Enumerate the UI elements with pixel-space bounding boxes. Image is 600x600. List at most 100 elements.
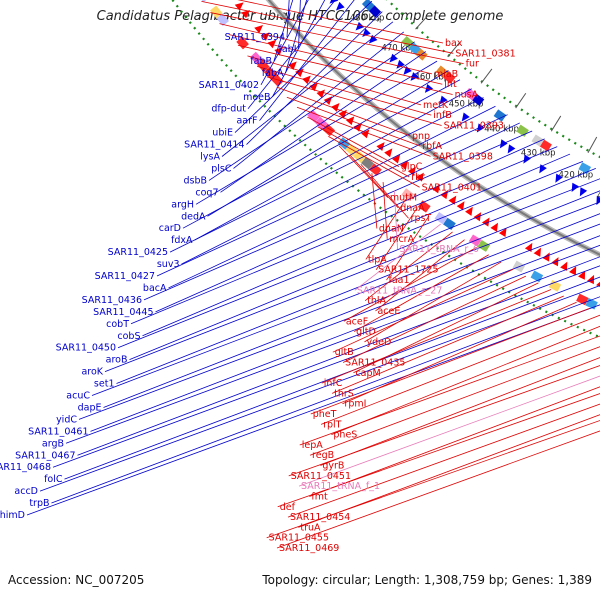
forward-label-leader bbox=[78, 223, 600, 420]
reverse-gene-label: fur bbox=[466, 59, 479, 70]
forward-label-leader bbox=[169, 97, 484, 253]
forward-strand-arrow bbox=[403, 66, 412, 75]
forward-strand-feature bbox=[493, 109, 507, 122]
forward-label-leader bbox=[64, 276, 600, 480]
forward-strand-arrow bbox=[410, 72, 419, 81]
reverse-strand-arrow bbox=[498, 227, 507, 238]
accession-text: Accession: NC_007205 bbox=[8, 573, 145, 587]
reverse-strand-feature bbox=[307, 109, 321, 123]
position-tick-label: 420 kbp bbox=[559, 171, 594, 181]
position-tick-label: 480 kbp bbox=[350, 14, 385, 24]
reverse-strand-arrow bbox=[465, 206, 473, 216]
forward-label-leader bbox=[273, 0, 294, 62]
forward-label-leader bbox=[91, 201, 600, 396]
reverse-strand-arrow bbox=[353, 122, 362, 132]
reverse-strand-arrow bbox=[241, 9, 251, 19]
reverse-gene-label: infC bbox=[324, 378, 343, 389]
rna-gene-label: SAR11_tRNA_r_0 bbox=[400, 244, 480, 255]
reverse-gene-label: rpsT bbox=[411, 213, 432, 224]
reverse-label-leader bbox=[286, 96, 421, 147]
reverse-strand-arrow bbox=[569, 266, 577, 276]
reverse-gene-label: fmt bbox=[311, 491, 328, 502]
forward-gene-label: argH bbox=[171, 199, 194, 210]
position-tick-label: 470 kbp bbox=[381, 44, 416, 54]
reverse-strand-arrow bbox=[392, 154, 401, 164]
reverse-label-leader bbox=[332, 268, 514, 353]
reverse-strand-feature bbox=[368, 163, 382, 176]
forward-label-leader bbox=[181, 105, 496, 265]
position-tick-mark bbox=[550, 115, 562, 132]
reverse-gene-label: pheS bbox=[333, 430, 357, 441]
forward-label-leader bbox=[90, 235, 600, 432]
forward-gene-label: bacA bbox=[143, 283, 167, 294]
forward-gene-label: fabA bbox=[262, 68, 284, 79]
forward-label-leader bbox=[116, 190, 600, 384]
reverse-gene-label: SAR11_0435 bbox=[345, 357, 405, 368]
reverse-label-leader bbox=[299, 335, 600, 446]
reverse-gene-label: SAR11_0451 bbox=[291, 471, 351, 482]
reverse-strand-arrow bbox=[473, 212, 482, 222]
forward-label-leader bbox=[259, 0, 355, 121]
reverse-strand-arrow bbox=[316, 89, 326, 99]
forward-gene-label: SAR11_0467 bbox=[15, 450, 75, 461]
reverse-label-leader bbox=[310, 307, 590, 415]
reverse-strand-feature bbox=[548, 280, 562, 292]
forward-label-leader bbox=[130, 146, 558, 325]
reverse-strand-arrow bbox=[361, 129, 370, 139]
reverse-label-leader bbox=[228, 34, 443, 85]
forward-label-leader bbox=[129, 168, 596, 361]
forward-gene-label: coq7 bbox=[195, 187, 218, 198]
reverse-strand-arrow bbox=[288, 61, 297, 71]
forward-gene-label: ubiE bbox=[212, 128, 233, 139]
forward-strand-feature bbox=[435, 65, 449, 79]
forward-gene-label: dsbB bbox=[183, 175, 207, 186]
forward-gene-label: folC bbox=[44, 474, 63, 485]
reverse-strand-feature bbox=[236, 36, 249, 50]
reverse-gene-label: pnp bbox=[412, 131, 430, 142]
forward-gene-label: trpB bbox=[29, 498, 49, 509]
forward-gene-label: SAR11_0461 bbox=[28, 426, 88, 437]
reverse-label-leader bbox=[343, 246, 477, 322]
reverse-gene-label: mcrA bbox=[389, 234, 414, 245]
forward-label-leader bbox=[117, 160, 583, 349]
reverse-gene-label: faa1 bbox=[389, 275, 410, 286]
forward-label-leader bbox=[39, 285, 600, 492]
reverse-label-leader bbox=[320, 357, 600, 466]
reverse-gene-label: SAR11_0398 bbox=[433, 151, 493, 162]
forward-strand-arrow bbox=[396, 59, 405, 69]
forward-label-leader bbox=[26, 304, 600, 516]
forward-gene-label: SAR11_0445 bbox=[93, 307, 153, 318]
forward-gene-label: SAR11_0427 bbox=[95, 271, 155, 282]
reverse-strand-arrow bbox=[490, 222, 499, 232]
reverse-label-leader bbox=[371, 173, 378, 229]
forward-strand-arrow bbox=[507, 144, 516, 154]
reverse-gene-label: glpC bbox=[401, 162, 423, 173]
reverse-label-leader bbox=[375, 207, 418, 270]
reverse-label-leader bbox=[375, 239, 465, 312]
reverse-strand-feature bbox=[401, 188, 415, 201]
reverse-strand-arrow bbox=[309, 82, 318, 92]
forward-strand-arrow bbox=[424, 83, 434, 93]
forward-label-leader bbox=[286, 0, 290, 38]
reverse-label-leader bbox=[365, 199, 407, 260]
forward-strand-arrow bbox=[389, 53, 398, 63]
forward-label-leader bbox=[104, 178, 600, 372]
rna-gene-label: SAR11_tRNA_r_27 bbox=[357, 285, 443, 296]
forward-gene-label: lysA bbox=[200, 152, 220, 163]
forward-label-leader bbox=[155, 138, 545, 313]
position-tick-mark bbox=[515, 92, 527, 109]
reverse-label-leader bbox=[298, 414, 600, 528]
forward-strand-arrow bbox=[461, 112, 470, 122]
reverse-strand-arrow bbox=[456, 201, 465, 211]
reverse-label-leader bbox=[276, 86, 411, 137]
reverse-gene-label: lnt bbox=[444, 79, 457, 90]
reverse-label-leader bbox=[364, 231, 453, 301]
reverse-label-leader bbox=[307, 116, 400, 168]
position-tick-mark bbox=[480, 68, 493, 84]
forward-label-leader bbox=[77, 256, 600, 456]
reverse-label-leader bbox=[287, 403, 600, 518]
position-tick-label: 460 kbp bbox=[414, 72, 449, 82]
forward-strand-arrow bbox=[499, 139, 508, 149]
